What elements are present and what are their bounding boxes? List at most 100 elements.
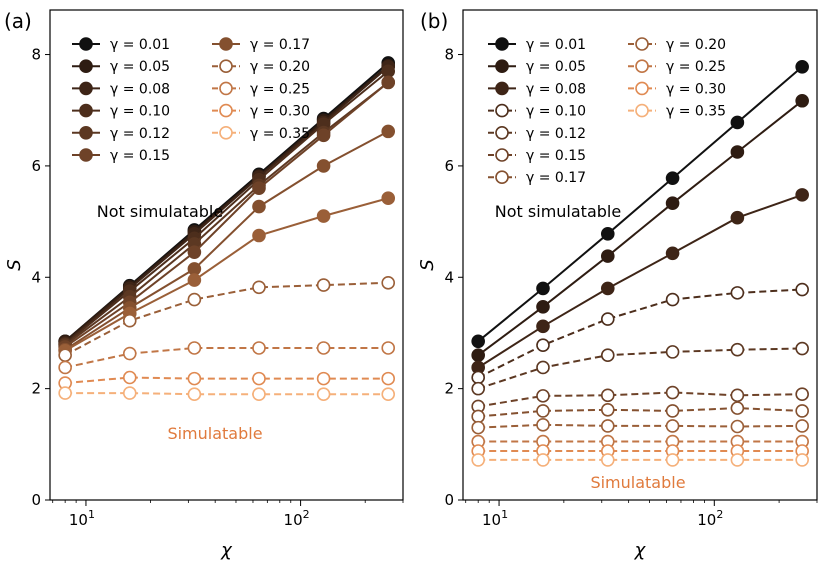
x-tick-exponent: 2	[716, 508, 723, 521]
data-point	[381, 191, 396, 206]
legend-entry: γ = 0.15	[488, 148, 586, 164]
series-line	[477, 193, 803, 369]
data-point	[730, 145, 745, 159]
data-point	[58, 348, 72, 363]
legend-marker	[219, 126, 233, 140]
y-tick-label: 6	[31, 157, 41, 175]
data-point	[665, 196, 680, 211]
legend-entry: γ = 0.15	[72, 148, 170, 164]
data-point	[795, 188, 809, 202]
data-point	[316, 159, 331, 173]
legend-entry: γ = 0.30	[628, 81, 726, 97]
data-point	[316, 341, 331, 355]
data-point	[381, 124, 396, 139]
panel-label: (b)	[420, 9, 448, 33]
data-point	[730, 210, 745, 225]
data-point	[187, 292, 202, 307]
series-line	[65, 376, 389, 385]
data-point	[600, 402, 615, 417]
legend-marker	[79, 148, 93, 162]
legend-label: γ = 0.25	[666, 59, 726, 75]
data-point	[730, 286, 745, 300]
legend-label: γ = 0.15	[526, 148, 586, 164]
data-point	[316, 209, 331, 223]
series-line	[65, 392, 389, 396]
data-point	[730, 453, 745, 467]
legend-entry: γ = 0.17	[212, 37, 310, 53]
legend-label: γ = 0.05	[526, 59, 586, 75]
y-tick-label: 4	[31, 268, 41, 286]
legend-marker	[495, 37, 509, 51]
data-point	[665, 419, 680, 433]
series-3	[471, 282, 809, 385]
series-1	[471, 93, 809, 363]
data-point	[536, 404, 550, 418]
y-tick-label: 8	[444, 46, 454, 64]
data-point	[730, 342, 745, 357]
data-point	[600, 312, 615, 326]
series-line	[477, 100, 803, 357]
legend-label: γ = 0.01	[110, 37, 170, 53]
legend-marker	[495, 81, 509, 96]
series-8	[58, 276, 396, 363]
data-point	[600, 281, 615, 296]
data-point	[471, 453, 485, 467]
legend-entry: γ = 0.35	[212, 126, 310, 142]
legend-entry: γ = 0.08	[488, 81, 586, 97]
series-7	[58, 191, 396, 358]
data-point	[187, 262, 202, 276]
data-point	[316, 387, 331, 402]
simulatable-label: Simulatable	[167, 424, 262, 443]
y-tick-label: 2	[444, 380, 454, 398]
data-point	[381, 341, 396, 355]
data-point	[665, 246, 680, 261]
data-point	[316, 371, 331, 386]
data-point	[471, 348, 485, 363]
x-axis-label: χ	[634, 540, 647, 561]
legend-entry: γ = 0.20	[212, 59, 310, 75]
legend-entry: γ = 0.35	[628, 104, 726, 120]
legend: γ = 0.01 γ = 0.05 γ = 0.08 γ = 0.10 γ = 0.12…	[488, 37, 726, 186]
legend-marker	[635, 37, 649, 51]
legend-entry: γ = 0.25	[628, 59, 726, 75]
data-point	[187, 387, 202, 402]
data-point	[187, 341, 202, 355]
data-point	[665, 404, 680, 418]
legend-entry: γ = 0.01	[72, 37, 170, 53]
legend-label: γ = 0.30	[250, 104, 310, 120]
data-point	[58, 386, 72, 400]
data-point	[730, 401, 745, 415]
legend-label: γ = 0.25	[250, 81, 310, 97]
data-point	[536, 338, 550, 353]
legend: γ = 0.01 γ = 0.05 γ = 0.08 γ = 0.10 γ = 0.12…	[72, 37, 310, 164]
legend-entry: γ = 0.25	[212, 81, 310, 97]
y-tick-label: 4	[444, 268, 454, 286]
series-6	[471, 401, 809, 424]
series-line	[477, 66, 803, 343]
data-point	[316, 278, 331, 292]
data-point	[381, 371, 396, 386]
legend-marker	[219, 59, 233, 73]
simulatable-label: Simulatable	[590, 473, 685, 492]
x-tick-label: 101	[69, 508, 95, 529]
data-point	[536, 389, 550, 403]
legend-entry: γ = 0.12	[72, 126, 170, 142]
legend-marker	[79, 126, 93, 140]
series-9	[58, 341, 396, 375]
data-point	[536, 418, 550, 432]
data-point	[252, 199, 266, 214]
data-point	[730, 419, 745, 434]
legend-entry: γ = 0.30	[212, 104, 310, 120]
legend-marker	[495, 148, 509, 162]
data-point	[665, 171, 680, 185]
y-tick-label: 6	[444, 157, 454, 175]
legend-label: γ = 0.35	[666, 104, 726, 120]
legend-marker	[79, 37, 93, 51]
y-tick-label: 2	[31, 380, 41, 398]
series-2	[471, 188, 809, 375]
y-tick-label: 0	[31, 491, 41, 509]
legend-entry: γ = 0.20	[628, 37, 726, 53]
data-point	[58, 360, 72, 375]
legend-entry: γ = 0.17	[488, 170, 586, 186]
